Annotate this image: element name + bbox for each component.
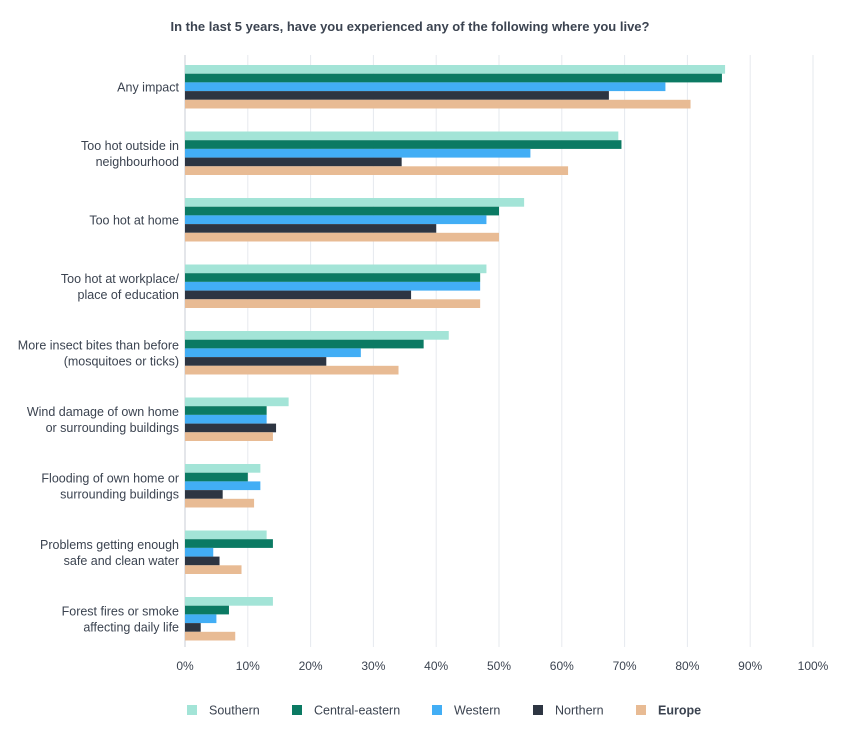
x-tick-label: 70% <box>613 659 637 673</box>
bar-western <box>185 481 261 491</box>
bar-southern <box>185 530 267 540</box>
x-tick-label: 90% <box>738 659 762 673</box>
bar-central-eastern <box>185 472 248 482</box>
bar-western <box>185 547 214 557</box>
bar-central-eastern <box>185 206 499 216</box>
x-tick-label: 60% <box>550 659 574 673</box>
bar-southern <box>185 264 487 274</box>
legend-swatch <box>187 705 197 715</box>
bar-central-eastern <box>185 140 622 149</box>
x-tick-label: 30% <box>361 659 385 673</box>
legend-label: Europe <box>658 704 701 718</box>
bar-southern <box>185 464 261 473</box>
bar-western <box>185 614 217 624</box>
bar-western <box>185 215 487 225</box>
bar-southern <box>185 597 273 606</box>
bar-western <box>185 148 531 158</box>
bar-northern <box>185 224 437 233</box>
legend-swatch <box>636 705 646 715</box>
bar-western <box>185 82 666 92</box>
bar-western <box>185 414 267 424</box>
legend-label: Central-eastern <box>314 704 400 718</box>
bar-central-eastern <box>185 273 481 282</box>
x-tick-label: 50% <box>487 659 511 673</box>
bar-europe <box>185 299 481 308</box>
x-tick-label: 20% <box>299 659 323 673</box>
bar-western <box>185 281 481 291</box>
legend-label: Northern <box>555 704 604 718</box>
x-tick-label: 0% <box>176 659 194 673</box>
category-label: Any impact <box>117 80 179 94</box>
bar-europe <box>185 99 691 109</box>
category-label: Flooding of own home or surrounding build… <box>41 471 179 501</box>
bar-southern <box>185 131 619 141</box>
bar-northern <box>185 623 201 632</box>
bar-western <box>185 348 361 358</box>
category-label: Too hot at workplace/place of education <box>61 272 180 302</box>
bar-northern <box>185 490 223 499</box>
bar-central-eastern <box>185 605 229 615</box>
bar-central-eastern <box>185 539 273 548</box>
legend-swatch <box>432 705 442 715</box>
bar-northern <box>185 357 327 366</box>
bar-southern <box>185 331 449 340</box>
chart-title: In the last 5 years, have you experience… <box>171 19 650 34</box>
bar-europe <box>185 565 242 574</box>
bar-europe <box>185 498 255 508</box>
bar-northern <box>185 556 220 566</box>
bar-central-eastern <box>185 406 267 415</box>
category-labels: Any impact Too hot outside in neighbourhoo… <box>18 80 180 634</box>
bar-northern <box>185 290 412 300</box>
category-label: More insect bites than before (mosquitoes… <box>18 338 179 368</box>
legend-label: Western <box>454 704 500 718</box>
x-tick-label: 40% <box>424 659 448 673</box>
x-tick-label: 100% <box>798 659 829 673</box>
bar-europe <box>185 365 399 375</box>
category-label: Problems getting enough safe and clean wa… <box>40 538 179 568</box>
category-label: Forest fires or smoke affecting daily lif… <box>62 604 179 634</box>
bar-southern <box>185 65 726 74</box>
bar-europe <box>185 631 236 641</box>
bar-central-eastern <box>185 73 722 83</box>
x-tick-label: 80% <box>675 659 699 673</box>
bars <box>185 65 726 641</box>
bar-northern <box>185 423 277 433</box>
bar-southern <box>185 397 289 407</box>
legend-swatch <box>292 705 302 715</box>
bar-southern <box>185 198 525 207</box>
x-tick-label: 10% <box>236 659 260 673</box>
bar-europe <box>185 232 499 242</box>
bar-northern <box>185 157 402 167</box>
legend-swatch <box>533 705 543 715</box>
category-label: Too hot outside in neighbourhood <box>81 139 179 169</box>
category-label: Too hot at home <box>89 213 179 227</box>
category-label: Wind damage of own home or surrounding bu… <box>27 405 179 435</box>
bar-central-eastern <box>185 339 424 349</box>
legend-label: Southern <box>209 704 260 718</box>
legend: Southern Central-eastern Western Northern Eu… <box>187 704 701 718</box>
x-axis-ticks: 0% 10% 20% 30% 40% 50% 60% 70% 80% 90% 100% <box>176 659 828 673</box>
bar-europe <box>185 166 569 175</box>
bar-europe <box>185 432 273 441</box>
bar-northern <box>185 91 609 100</box>
